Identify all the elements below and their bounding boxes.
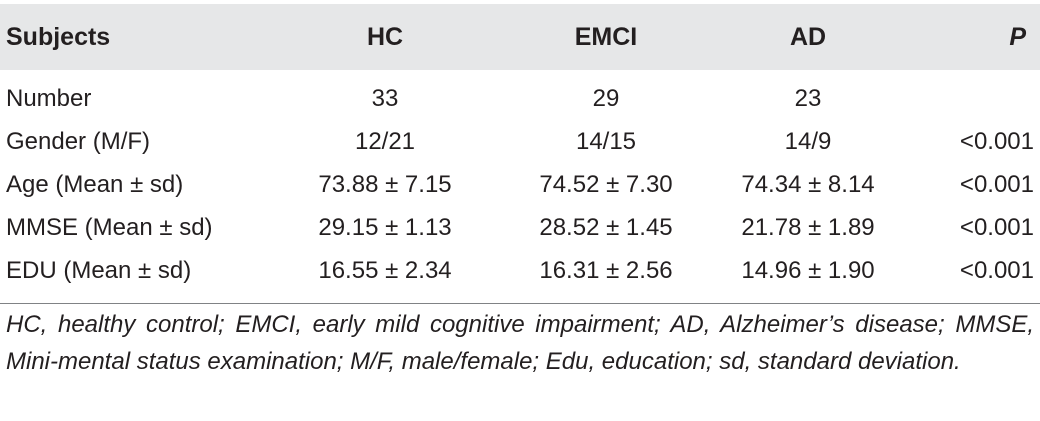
cell-emci: 14/15 xyxy=(575,127,637,155)
table-row-mmse: MMSE (Mean ± sd) 29.15 ± 1.13 28.52 ± 1.… xyxy=(0,206,1040,249)
table-row-gender: Gender (M/F) 12/21 14/15 14/9 <0.001 xyxy=(0,120,1040,163)
table-row-age: Age (Mean ± sd) 73.88 ± 7.15 74.52 ± 7.3… xyxy=(0,163,1040,206)
header-hc: HC xyxy=(366,23,404,51)
cell-emci: 28.52 ± 1.45 xyxy=(539,213,673,241)
table-row-edu: EDU (Mean ± sd) 16.55 ± 2.34 16.31 ± 2.5… xyxy=(0,249,1040,292)
cell-hc: 29.15 ± 1.13 xyxy=(318,213,452,241)
cell-ad: 14/9 xyxy=(784,127,832,155)
cell-ad: 21.78 ± 1.89 xyxy=(741,213,875,241)
row-label: MMSE (Mean ± sd) xyxy=(6,213,213,241)
table-bottom-rule xyxy=(0,303,1040,304)
cell-emci: 29 xyxy=(592,84,620,112)
cell-emci: 16.31 ± 2.56 xyxy=(539,256,673,284)
cell-hc: 33 xyxy=(371,84,399,112)
cell-hc: 73.88 ± 7.15 xyxy=(318,170,452,198)
cell-hc: 12/21 xyxy=(354,127,416,155)
cell-ad: 23 xyxy=(794,84,822,112)
header-emci: EMCI xyxy=(574,23,638,51)
cell-ad: 14.96 ± 1.90 xyxy=(741,256,875,284)
row-label: Gender (M/F) xyxy=(6,127,151,155)
table-header-background xyxy=(0,4,1040,70)
header-p: P xyxy=(1009,23,1026,51)
header-subjects: Subjects xyxy=(6,23,111,51)
row-label: EDU (Mean ± sd) xyxy=(6,256,192,284)
cell-p: <0.001 xyxy=(959,170,1034,198)
row-label: Age (Mean ± sd) xyxy=(6,170,184,198)
cell-p xyxy=(920,77,1034,120)
cell-emci: 74.52 ± 7.30 xyxy=(539,170,673,198)
cell-hc: 16.55 ± 2.34 xyxy=(318,256,452,284)
cell-p: <0.001 xyxy=(959,213,1034,241)
table-footnote: HC, healthy control; EMCI, early mild co… xyxy=(6,311,1034,375)
cell-ad: 74.34 ± 8.14 xyxy=(741,170,875,198)
cell-p: <0.001 xyxy=(959,127,1034,155)
table-row-number: Number 33 29 23 xyxy=(0,77,1040,120)
cell-p: <0.001 xyxy=(959,256,1034,284)
table-header-row: Subjects HC EMCI AD P xyxy=(0,16,1040,59)
row-label: Number xyxy=(6,84,92,112)
header-ad: AD xyxy=(789,23,827,51)
